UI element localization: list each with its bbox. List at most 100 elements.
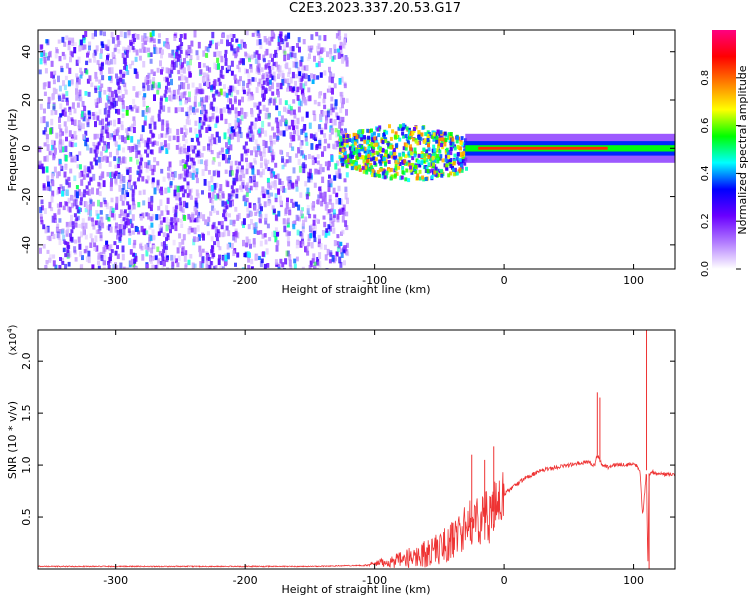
heatmap-cell bbox=[254, 139, 258, 145]
heatmap-cell bbox=[250, 91, 253, 98]
heatmap-cell bbox=[89, 147, 93, 154]
heatmap-cell bbox=[247, 264, 251, 269]
heatmap-cell bbox=[102, 180, 106, 188]
heatmap-cell bbox=[334, 99, 338, 106]
heatmap-cell bbox=[349, 153, 353, 158]
heatmap-cell bbox=[355, 139, 359, 144]
heatmap-cell bbox=[137, 230, 141, 235]
heatmap-cell bbox=[437, 139, 441, 143]
heatmap-cell bbox=[144, 108, 148, 115]
heatmap-cell bbox=[221, 200, 225, 207]
heatmap-cell bbox=[247, 72, 251, 79]
heatmap-cell bbox=[283, 79, 287, 84]
heatmap-cell bbox=[255, 253, 259, 259]
heatmap-cell bbox=[182, 82, 186, 90]
heatmap-cell bbox=[336, 48, 340, 53]
heatmap-cell bbox=[271, 181, 275, 189]
heatmap-cell bbox=[336, 246, 340, 253]
heatmap-cell bbox=[332, 212, 336, 218]
heatmap-cell bbox=[271, 91, 275, 96]
heatmap-cell bbox=[414, 164, 417, 169]
heatmap-cell bbox=[104, 144, 108, 152]
heatmap-cell bbox=[42, 50, 46, 57]
heatmap-cell bbox=[268, 69, 272, 74]
heatmap-cell bbox=[314, 132, 318, 139]
heatmap-cell bbox=[168, 95, 172, 101]
heatmap-cell bbox=[246, 213, 250, 218]
heatmap-cell bbox=[163, 93, 167, 98]
heatmap-cell bbox=[99, 66, 103, 72]
heatmap-cell bbox=[279, 82, 283, 90]
heatmap-cell bbox=[131, 197, 135, 202]
heatmap-cell bbox=[186, 193, 190, 198]
y-tick-label: -40 bbox=[20, 236, 33, 254]
heatmap-cell bbox=[410, 170, 414, 175]
heatmap-cell bbox=[210, 249, 214, 254]
heatmap-cell bbox=[162, 249, 166, 254]
heatmap-cell bbox=[200, 159, 203, 165]
heatmap-cell bbox=[241, 96, 244, 103]
heatmap-cell bbox=[323, 244, 327, 250]
heatmap-cell bbox=[160, 133, 164, 138]
heatmap-cell bbox=[230, 45, 234, 50]
heatmap-cell bbox=[109, 186, 113, 192]
heatmap-cell bbox=[60, 68, 64, 73]
snr-frame bbox=[37, 329, 676, 570]
heatmap-cell bbox=[223, 132, 227, 140]
heatmap-cell bbox=[246, 53, 250, 58]
heatmap-cell bbox=[335, 33, 339, 39]
heatmap-cell bbox=[168, 53, 172, 58]
heatmap-cell bbox=[89, 210, 92, 217]
heatmap-cell bbox=[58, 131, 62, 137]
heatmap-cell bbox=[39, 103, 43, 110]
heatmap-cell bbox=[261, 85, 265, 90]
heatmap-cell bbox=[376, 170, 380, 174]
heatmap-cell bbox=[120, 121, 124, 128]
heatmap-cell bbox=[324, 254, 328, 261]
heatmap-cell bbox=[381, 174, 385, 179]
heatmap-cell bbox=[132, 252, 136, 257]
heatmap-cell bbox=[49, 254, 53, 261]
heatmap-cell bbox=[95, 229, 99, 235]
heatmap-cell bbox=[74, 196, 78, 202]
heatmap-cell bbox=[133, 239, 137, 246]
heatmap-cell bbox=[423, 156, 427, 161]
heatmap-cell bbox=[67, 44, 71, 51]
heatmap-cell bbox=[317, 241, 321, 248]
heatmap-cell bbox=[235, 38, 239, 43]
heatmap-cell bbox=[118, 95, 122, 103]
heatmap-cell bbox=[407, 162, 411, 167]
heatmap-cell bbox=[61, 261, 65, 265]
heatmap-cell bbox=[78, 45, 82, 52]
heatmap-cell bbox=[253, 77, 257, 82]
heatmap-cell bbox=[283, 44, 286, 50]
heatmap-cell bbox=[129, 260, 133, 265]
heatmap-cell bbox=[335, 112, 339, 118]
heatmap-cell bbox=[82, 37, 86, 44]
heatmap-cell bbox=[95, 210, 99, 216]
heatmap-cell bbox=[103, 141, 107, 148]
heatmap-cell bbox=[293, 130, 296, 135]
heatmap-cell bbox=[427, 147, 431, 152]
heatmap-cell bbox=[68, 67, 72, 74]
heatmap-cell bbox=[329, 250, 333, 257]
heatmap-cell bbox=[167, 68, 171, 74]
heatmap-cell bbox=[165, 237, 168, 242]
heatmap-cell bbox=[87, 181, 91, 186]
heatmap-cell bbox=[84, 222, 88, 229]
heatmap-cell bbox=[424, 141, 428, 145]
heatmap-cell bbox=[409, 147, 413, 152]
heatmap-cell bbox=[258, 39, 262, 45]
heatmap-cell bbox=[161, 253, 165, 258]
heatmap-cell bbox=[50, 207, 54, 212]
heatmap-cell bbox=[78, 223, 82, 228]
heatmap-cell bbox=[329, 118, 333, 123]
heatmap-cell bbox=[125, 166, 129, 172]
heatmap-cell bbox=[43, 142, 47, 147]
heatmap-cell bbox=[334, 103, 338, 110]
heatmap-cell bbox=[79, 122, 83, 129]
heatmap-cell bbox=[198, 117, 202, 124]
heatmap-cell bbox=[264, 89, 268, 94]
heatmap-cell bbox=[64, 126, 68, 134]
heatmap-cell bbox=[432, 162, 435, 167]
